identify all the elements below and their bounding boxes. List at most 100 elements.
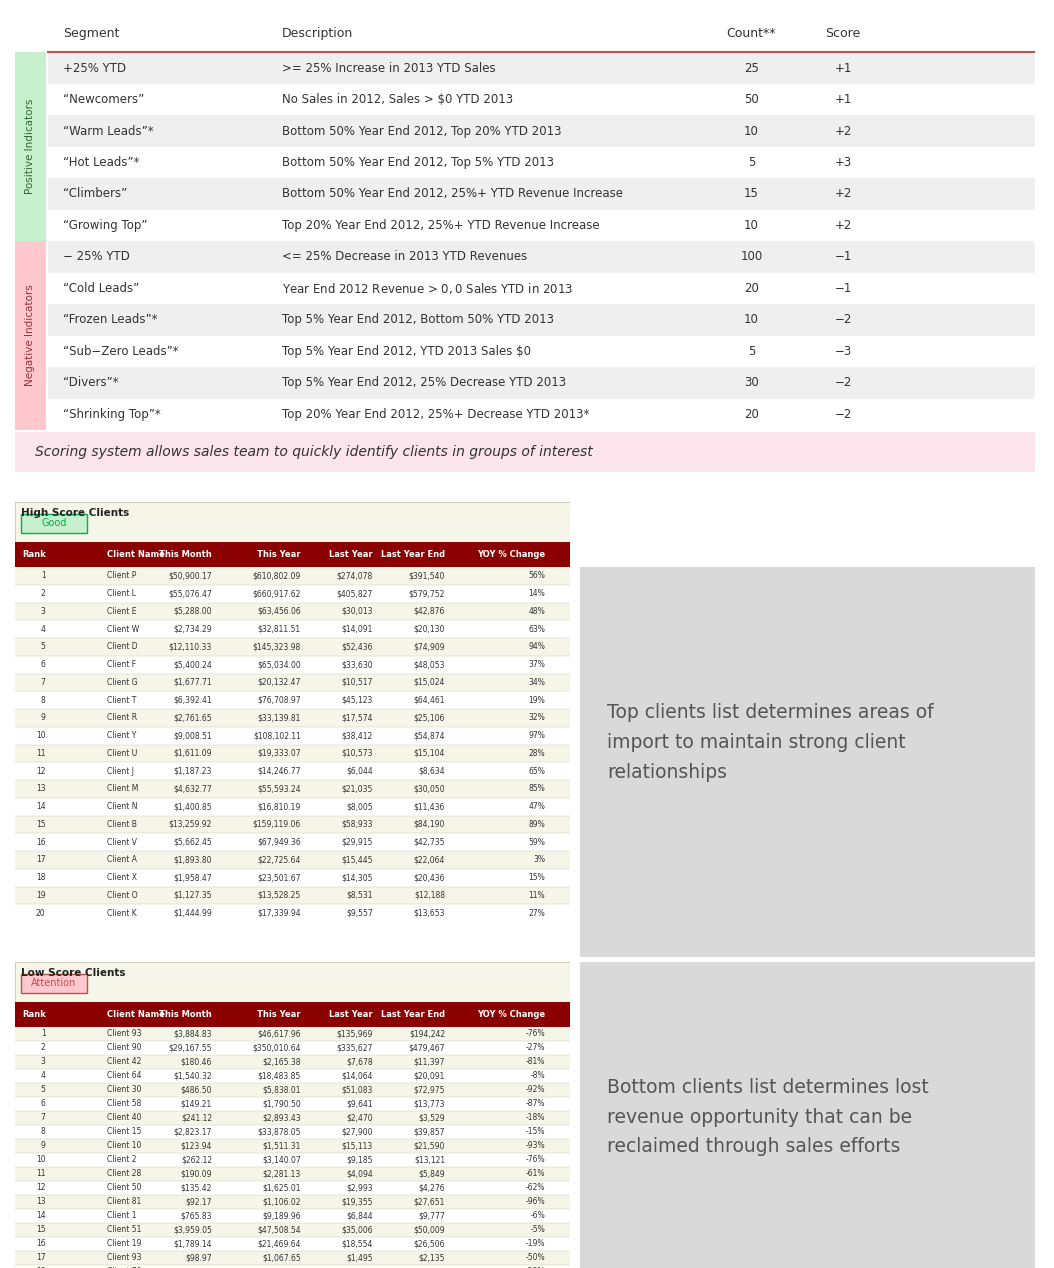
Text: $14,246.77: $14,246.77 <box>257 767 300 776</box>
Text: $52,436: $52,436 <box>341 643 373 652</box>
Text: $1,893.80: $1,893.80 <box>174 856 212 865</box>
Text: $10,573: $10,573 <box>341 749 373 758</box>
Text: 50: 50 <box>744 93 759 107</box>
FancyBboxPatch shape <box>15 1167 570 1181</box>
Text: Top 5% Year End 2012, YTD 2013 Sales $0: Top 5% Year End 2012, YTD 2013 Sales $0 <box>282 345 531 358</box>
Text: 97%: 97% <box>528 732 545 741</box>
Text: 4: 4 <box>41 1071 45 1080</box>
Text: $190.09: $190.09 <box>180 1169 212 1178</box>
Text: Client 19: Client 19 <box>106 1240 141 1249</box>
Text: $12,110.33: $12,110.33 <box>169 643 212 652</box>
Text: $14,064: $14,064 <box>341 1071 373 1080</box>
FancyBboxPatch shape <box>15 1055 570 1069</box>
Text: $26,506: $26,506 <box>413 1240 445 1249</box>
Text: $67,949.36: $67,949.36 <box>257 838 300 847</box>
Text: Client T: Client T <box>106 696 136 705</box>
Text: $274,078: $274,078 <box>336 572 373 581</box>
Text: $15,104: $15,104 <box>414 749 445 758</box>
FancyBboxPatch shape <box>15 815 570 833</box>
FancyBboxPatch shape <box>15 762 570 780</box>
Text: $1,444.99: $1,444.99 <box>173 909 212 918</box>
Text: Client 64: Client 64 <box>106 1071 141 1080</box>
FancyBboxPatch shape <box>580 962 1035 1268</box>
Text: “Divers”*: “Divers”* <box>63 377 118 389</box>
FancyBboxPatch shape <box>15 727 570 744</box>
FancyBboxPatch shape <box>47 398 1035 430</box>
Text: 20: 20 <box>36 909 45 918</box>
Text: 18: 18 <box>36 874 45 883</box>
Text: $14,305: $14,305 <box>341 874 373 883</box>
FancyBboxPatch shape <box>15 1027 570 1041</box>
Text: Client A: Client A <box>106 856 137 865</box>
Text: $1,495: $1,495 <box>347 1254 373 1263</box>
FancyBboxPatch shape <box>15 869 570 886</box>
Text: Low Score Clients: Low Score Clients <box>20 969 125 979</box>
FancyBboxPatch shape <box>15 1265 570 1268</box>
Text: $25,106: $25,106 <box>414 714 445 723</box>
Text: $13,259.92: $13,259.92 <box>169 820 212 829</box>
Text: $7,678: $7,678 <box>347 1058 373 1066</box>
Text: Top 5% Year End 2012, Bottom 50% YTD 2013: Top 5% Year End 2012, Bottom 50% YTD 201… <box>282 313 554 326</box>
Text: Client Y: Client Y <box>106 732 136 741</box>
Text: $180.46: $180.46 <box>180 1058 212 1066</box>
Text: YOY % Change: YOY % Change <box>476 1011 545 1019</box>
Text: -18%: -18% <box>526 1113 545 1122</box>
Text: $11,436: $11,436 <box>414 803 445 812</box>
Text: $18,483.85: $18,483.85 <box>257 1071 300 1080</box>
Text: $47,508.54: $47,508.54 <box>257 1225 300 1235</box>
Text: 100: 100 <box>740 250 762 264</box>
Text: 9: 9 <box>41 714 45 723</box>
Text: Client D: Client D <box>106 643 137 652</box>
Text: −1: −1 <box>835 281 852 295</box>
Text: +2: +2 <box>835 188 852 200</box>
Text: 16: 16 <box>36 838 45 847</box>
Text: “Hot Leads”*: “Hot Leads”* <box>63 156 139 169</box>
FancyBboxPatch shape <box>15 543 570 567</box>
Text: Attention: Attention <box>32 979 77 989</box>
Text: 1: 1 <box>41 572 45 581</box>
Text: Client 50: Client 50 <box>106 1183 141 1192</box>
Text: $9,189.96: $9,189.96 <box>262 1211 300 1221</box>
Text: Last Year: Last Year <box>329 1011 373 1019</box>
Text: $58,933: $58,933 <box>341 820 373 829</box>
Text: -61%: -61% <box>526 1169 545 1178</box>
Text: $579,752: $579,752 <box>409 590 445 598</box>
Text: 13: 13 <box>36 785 45 794</box>
Text: $63,456.06: $63,456.06 <box>257 607 300 616</box>
Text: 10: 10 <box>744 124 759 137</box>
Text: $33,878.05: $33,878.05 <box>257 1127 300 1136</box>
Text: Year End 2012 Revenue > $0, $0 Sales YTD in 2013: Year End 2012 Revenue > $0, $0 Sales YTD… <box>282 281 573 295</box>
Text: $610,802.09: $610,802.09 <box>253 572 300 581</box>
Text: $1,790.50: $1,790.50 <box>262 1099 300 1108</box>
Text: Positive Indicators: Positive Indicators <box>25 99 35 194</box>
Text: $194,242: $194,242 <box>409 1030 445 1038</box>
Text: $55,076.47: $55,076.47 <box>169 590 212 598</box>
Text: Top 20% Year End 2012, 25%+ YTD Revenue Increase: Top 20% Year End 2012, 25%+ YTD Revenue … <box>282 219 600 232</box>
Text: $2,823.17: $2,823.17 <box>174 1127 212 1136</box>
Text: $23,501.67: $23,501.67 <box>257 874 300 883</box>
Text: $2,165.38: $2,165.38 <box>262 1058 300 1066</box>
Text: $20,132.47: $20,132.47 <box>257 678 300 687</box>
Text: Client 15: Client 15 <box>106 1127 141 1136</box>
Text: $17,339.94: $17,339.94 <box>257 909 300 918</box>
Text: Client 28: Client 28 <box>106 1169 141 1178</box>
Text: 12: 12 <box>36 767 45 776</box>
Text: -5%: -5% <box>530 1225 545 1235</box>
Text: $5,662.45: $5,662.45 <box>173 838 212 847</box>
Text: $55,593.24: $55,593.24 <box>257 785 300 794</box>
Text: $9,641: $9,641 <box>347 1099 373 1108</box>
Text: $20,091: $20,091 <box>414 1071 445 1080</box>
Text: This Year: This Year <box>257 550 300 559</box>
Text: $15,445: $15,445 <box>341 856 373 865</box>
Text: 10: 10 <box>36 732 45 741</box>
Text: $54,874: $54,874 <box>413 732 445 741</box>
Text: $92.17: $92.17 <box>186 1197 212 1206</box>
Text: Client 93: Client 93 <box>106 1254 141 1263</box>
Text: “Frozen Leads”*: “Frozen Leads”* <box>63 313 157 326</box>
Text: 8: 8 <box>41 696 45 705</box>
Text: Bottom clients list determines lost
revenue opportunity that can be
reclaimed th: Bottom clients list determines lost reve… <box>607 1078 929 1156</box>
Text: 15: 15 <box>744 188 759 200</box>
Text: +1: +1 <box>835 93 852 107</box>
Text: 13: 13 <box>36 1197 45 1206</box>
Text: 20: 20 <box>744 408 759 421</box>
